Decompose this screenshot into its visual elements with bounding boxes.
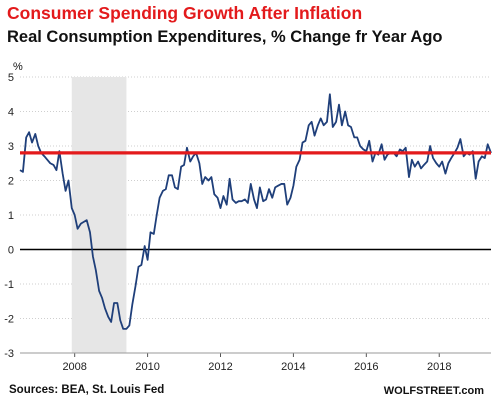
x-tick-label: 2008 (62, 361, 86, 373)
y-tick-label: 1 (8, 210, 14, 222)
y-tick-label: 4 (8, 107, 14, 119)
y-tick-label: 3 (8, 141, 14, 153)
series-layer (19, 93, 492, 330)
chart-subtitle: Real Consumption Expenditures, % Change … (7, 28, 443, 46)
brand-note: WOLFSTREET.com (383, 385, 484, 397)
x-tick-label: 2016 (354, 361, 378, 373)
x-tick-label: 2018 (427, 361, 451, 373)
x-tick-label: 2012 (208, 361, 232, 373)
y-tick-label: -3 (4, 348, 14, 360)
y-tick-label: 5 (8, 72, 14, 84)
y-axis-label: % (13, 61, 23, 73)
x-tick-label: 2014 (281, 361, 305, 373)
source-note: Sources: BEA, St. Louis Fed (9, 384, 165, 396)
y-tick-label: -2 (4, 314, 14, 326)
x-tick-layer: 2008 2010 2012 2014 2016 2018 (20, 352, 491, 373)
y-tick-label: 2 (8, 176, 14, 188)
y-tick-label: 0 (8, 245, 14, 257)
y-tick-layer: 5 4 3 2 1 0 -1 -2 -3 (4, 72, 14, 360)
x-tick-label: 2010 (135, 361, 159, 373)
chart-title: Consumer Spending Growth After Inflation (7, 3, 363, 23)
series-line (19, 93, 492, 330)
y-tick-label: -1 (4, 279, 14, 291)
